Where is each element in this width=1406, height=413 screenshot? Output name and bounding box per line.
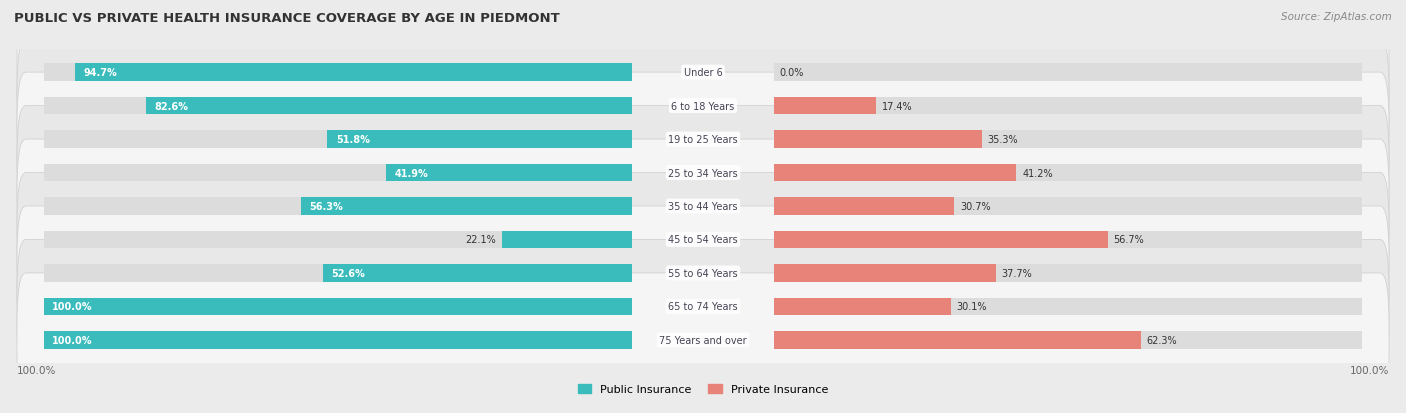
FancyBboxPatch shape <box>17 173 1389 307</box>
Text: 6 to 18 Years: 6 to 18 Years <box>672 101 734 112</box>
Text: 52.6%: 52.6% <box>332 268 366 278</box>
Bar <box>773 64 1362 82</box>
Bar <box>301 198 633 215</box>
Legend: Public Insurance, Private Insurance: Public Insurance, Private Insurance <box>574 380 832 399</box>
Text: Under 6: Under 6 <box>683 68 723 78</box>
Bar <box>773 231 1108 249</box>
Bar <box>773 298 1362 316</box>
Text: 19 to 25 Years: 19 to 25 Years <box>668 135 738 145</box>
Text: 0.0%: 0.0% <box>779 68 804 78</box>
Bar <box>773 164 1017 182</box>
Text: 22.1%: 22.1% <box>465 235 496 245</box>
Bar <box>773 331 1140 349</box>
Bar <box>773 265 1362 282</box>
Text: 35 to 44 Years: 35 to 44 Years <box>668 202 738 211</box>
Text: PUBLIC VS PRIVATE HEALTH INSURANCE COVERAGE BY AGE IN PIEDMONT: PUBLIC VS PRIVATE HEALTH INSURANCE COVER… <box>14 12 560 25</box>
Text: 37.7%: 37.7% <box>1001 268 1032 278</box>
Bar <box>44 298 633 316</box>
Bar <box>773 97 876 115</box>
Bar <box>773 265 995 282</box>
Bar <box>773 331 1362 349</box>
Text: 55 to 64 Years: 55 to 64 Years <box>668 268 738 278</box>
Text: 56.3%: 56.3% <box>309 202 343 211</box>
Bar <box>44 164 633 182</box>
FancyBboxPatch shape <box>17 6 1389 140</box>
Text: 41.9%: 41.9% <box>395 168 429 178</box>
FancyBboxPatch shape <box>17 40 1389 173</box>
Bar <box>773 198 1362 215</box>
FancyBboxPatch shape <box>17 240 1389 373</box>
Bar <box>44 231 633 249</box>
Bar <box>773 97 1362 115</box>
Text: 41.2%: 41.2% <box>1022 168 1053 178</box>
Bar <box>385 164 633 182</box>
Bar <box>146 97 633 115</box>
FancyBboxPatch shape <box>17 140 1389 273</box>
Text: Source: ZipAtlas.com: Source: ZipAtlas.com <box>1281 12 1392 22</box>
Text: 100.0%: 100.0% <box>17 365 56 375</box>
Text: 82.6%: 82.6% <box>155 101 188 112</box>
Bar <box>773 298 950 316</box>
Bar <box>773 164 1362 182</box>
Bar <box>328 131 633 148</box>
Bar <box>773 131 1362 148</box>
Text: 94.7%: 94.7% <box>83 68 117 78</box>
Text: 75 Years and over: 75 Years and over <box>659 335 747 345</box>
Text: 56.7%: 56.7% <box>1114 235 1144 245</box>
Bar <box>322 265 633 282</box>
Text: 30.7%: 30.7% <box>960 202 991 211</box>
Bar <box>44 265 633 282</box>
Text: 45 to 54 Years: 45 to 54 Years <box>668 235 738 245</box>
Text: 100.0%: 100.0% <box>1350 365 1389 375</box>
Bar <box>44 331 633 349</box>
Bar <box>44 198 633 215</box>
FancyBboxPatch shape <box>17 206 1389 340</box>
Text: 100.0%: 100.0% <box>52 301 93 312</box>
Text: 65 to 74 Years: 65 to 74 Years <box>668 301 738 312</box>
Bar <box>44 131 633 148</box>
Text: 62.3%: 62.3% <box>1146 335 1177 345</box>
Text: 30.1%: 30.1% <box>957 301 987 312</box>
Bar <box>44 97 633 115</box>
Bar <box>75 64 633 82</box>
FancyBboxPatch shape <box>17 106 1389 240</box>
Text: 17.4%: 17.4% <box>882 101 912 112</box>
Bar <box>44 64 633 82</box>
FancyBboxPatch shape <box>17 73 1389 206</box>
Text: 35.3%: 35.3% <box>987 135 1018 145</box>
FancyBboxPatch shape <box>17 273 1389 407</box>
Bar <box>44 298 633 316</box>
Text: 100.0%: 100.0% <box>52 335 93 345</box>
Text: 51.8%: 51.8% <box>336 135 370 145</box>
Bar <box>44 331 633 349</box>
Text: 25 to 34 Years: 25 to 34 Years <box>668 168 738 178</box>
Bar <box>502 231 633 249</box>
Bar <box>773 131 981 148</box>
Bar <box>773 198 955 215</box>
Bar <box>773 231 1362 249</box>
